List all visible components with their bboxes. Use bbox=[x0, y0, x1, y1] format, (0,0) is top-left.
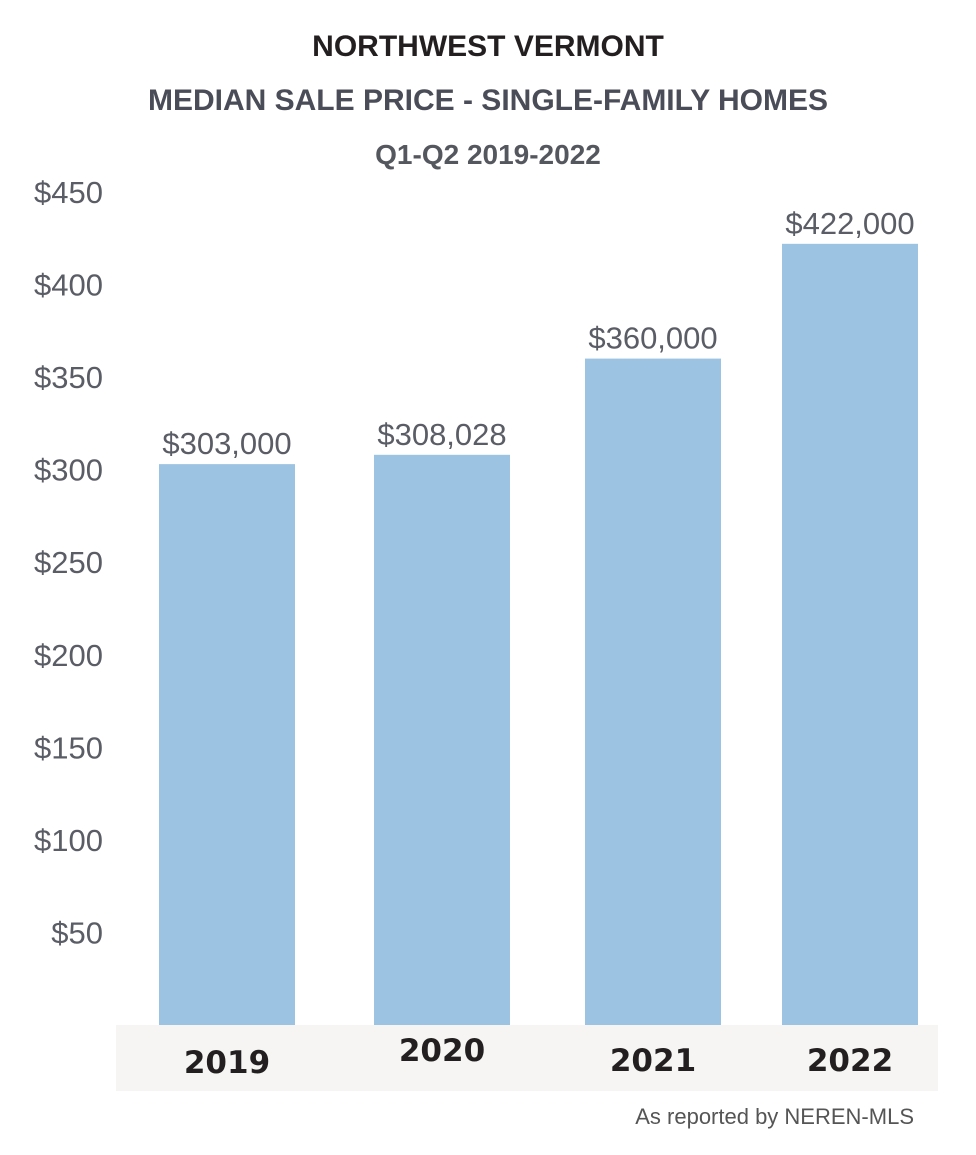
chart-period: Q1-Q2 2019-2022 bbox=[375, 139, 601, 170]
bar-value-label: $303,000 bbox=[162, 426, 291, 461]
chart-title: NORTHWEST VERMONT bbox=[312, 30, 664, 63]
bar bbox=[374, 454, 510, 1026]
y-tick-label: $400 bbox=[34, 268, 103, 303]
bar-value-label: $422,000 bbox=[785, 206, 914, 241]
bar bbox=[782, 243, 918, 1025]
bar-value-label: $360,000 bbox=[588, 321, 717, 356]
x-axis-band bbox=[116, 1025, 938, 1091]
x-tick-label: 2020 bbox=[399, 1033, 485, 1069]
x-tick-label: 2022 bbox=[807, 1043, 893, 1079]
y-tick-label: $450 bbox=[34, 175, 103, 210]
y-tick-label: $50 bbox=[51, 915, 103, 950]
y-tick-label: $150 bbox=[34, 730, 103, 765]
bar bbox=[159, 464, 295, 1025]
bar-value-label: $308,028 bbox=[377, 417, 506, 452]
y-tick-label: $250 bbox=[34, 545, 103, 580]
y-tick-label: $100 bbox=[34, 823, 103, 858]
y-tick-label: $200 bbox=[34, 638, 103, 673]
y-tick-label: $350 bbox=[34, 360, 103, 395]
bar bbox=[585, 358, 721, 1026]
x-tick-label: 2019 bbox=[184, 1045, 270, 1081]
source-note: As reported by NEREN-MLS bbox=[635, 1104, 914, 1129]
y-tick-label: $300 bbox=[34, 453, 103, 488]
x-tick-label: 2021 bbox=[610, 1043, 696, 1079]
chart-subtitle: MEDIAN SALE PRICE - SINGLE-FAMILY HOMES bbox=[147, 84, 829, 117]
